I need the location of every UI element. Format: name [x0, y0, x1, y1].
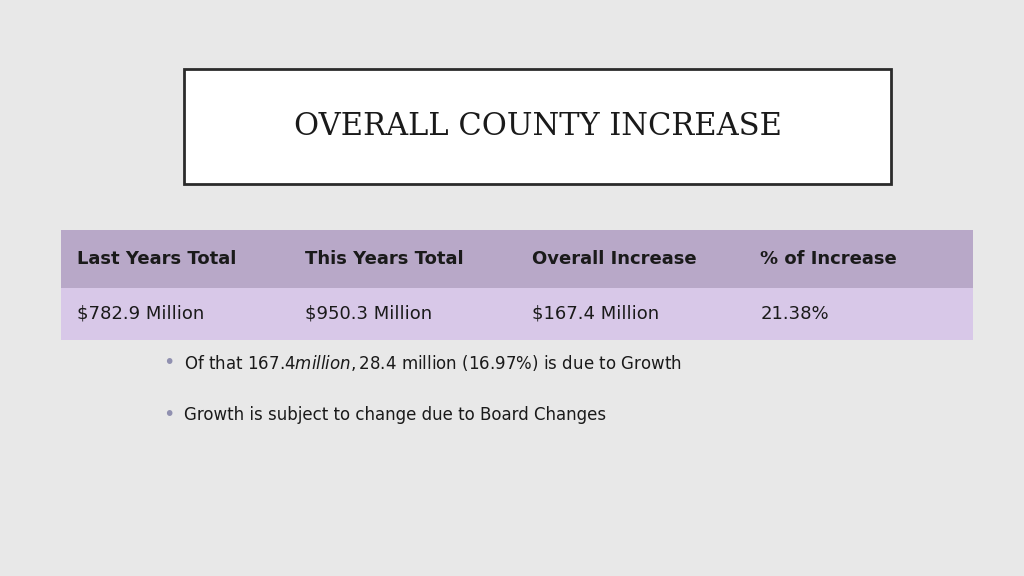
Text: Overall Increase: Overall Increase: [532, 250, 697, 268]
Text: 21.38%: 21.38%: [760, 305, 829, 323]
Text: Of that $167.4 million, $28.4 million (16.97%) is due to Growth: Of that $167.4 million, $28.4 million (1…: [184, 353, 682, 373]
Text: $950.3 Million: $950.3 Million: [305, 305, 432, 323]
Text: $782.9 Million: $782.9 Million: [77, 305, 204, 323]
Text: $167.4 Million: $167.4 Million: [532, 305, 659, 323]
Text: •: •: [163, 354, 175, 372]
Text: Growth is subject to change due to Board Changes: Growth is subject to change due to Board…: [184, 406, 606, 424]
Text: This Years Total: This Years Total: [305, 250, 463, 268]
Text: % of Increase: % of Increase: [760, 250, 897, 268]
FancyBboxPatch shape: [61, 230, 973, 288]
FancyBboxPatch shape: [184, 69, 891, 184]
FancyBboxPatch shape: [61, 288, 973, 340]
Text: Last Years Total: Last Years Total: [77, 250, 237, 268]
Text: OVERALL COUNTY INCREASE: OVERALL COUNTY INCREASE: [294, 111, 781, 142]
Text: •: •: [163, 406, 175, 424]
